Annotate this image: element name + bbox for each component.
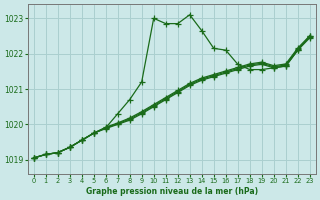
X-axis label: Graphe pression niveau de la mer (hPa): Graphe pression niveau de la mer (hPa) <box>86 187 258 196</box>
